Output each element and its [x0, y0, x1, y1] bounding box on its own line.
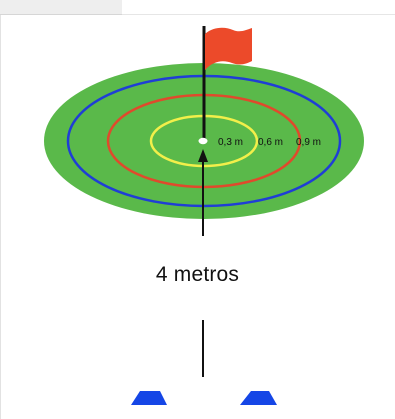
ring-label-0-3m: 0,3 m [218, 137, 243, 148]
cone-icon [240, 391, 277, 405]
top-divider [122, 14, 395, 15]
ring-label-0-6m: 0,6 m [258, 137, 283, 148]
flag-icon [205, 27, 252, 70]
diagram-frame [0, 15, 395, 419]
distance-label: 4 metros [155, 263, 240, 286]
top-tab[interactable] [0, 0, 122, 15]
ring-label-0-9m: 0,9 m [296, 137, 321, 148]
cone-icon [131, 391, 167, 405]
hole-marker [198, 137, 208, 145]
arrow-head-icon [198, 149, 208, 162]
